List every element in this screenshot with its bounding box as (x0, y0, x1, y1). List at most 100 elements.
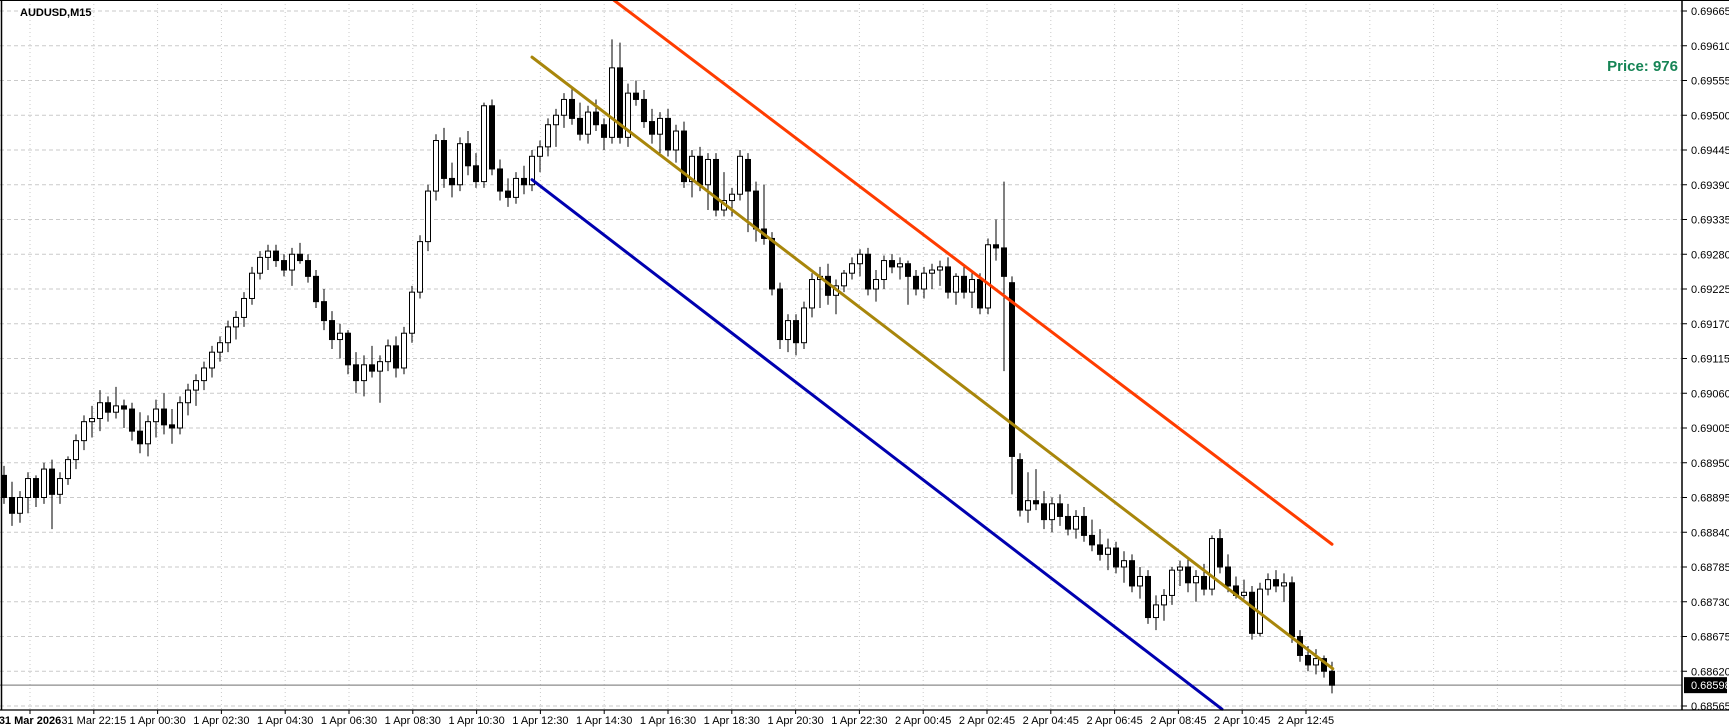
candle-body-bear (305, 260, 311, 277)
candlestick (361, 355, 367, 397)
candlestick (305, 254, 311, 283)
candlestick (1009, 276, 1015, 495)
candlestick (257, 251, 263, 280)
candle-body-bear (393, 345, 399, 369)
candlestick (961, 266, 967, 299)
candle-body-bull (729, 193, 735, 202)
candlestick (817, 266, 823, 308)
candle-body-bear (465, 143, 471, 167)
candlestick (617, 42, 623, 144)
candle-body-bear (1129, 560, 1135, 587)
candle-body-bull (609, 67, 615, 138)
price-axis[interactable]: 0.69665 0.69610 0.69555 0.69500 0.69445 0.693… (1682, 6, 1729, 713)
candle-body-bear (753, 190, 759, 230)
candle-body-bear (777, 288, 783, 341)
candle-body-bear (977, 279, 983, 309)
candlestick (1065, 503, 1071, 536)
candlestick (1113, 541, 1119, 574)
candle-body-bear (345, 332, 351, 366)
price-axis-label: 0.69555 (1691, 76, 1729, 88)
candle-body-bear (601, 124, 607, 138)
candle-body-bull (1209, 538, 1215, 590)
time-axis-label: 1 Apr 18:30 (704, 715, 760, 727)
trendline-upper-red[interactable] (612, 0, 1334, 546)
candle-body-bull (1025, 500, 1031, 511)
time-axis-label: 2 Apr 02:45 (959, 715, 1015, 727)
symbol-timeframe-label: AUDUSD,M15 (20, 7, 92, 19)
candle-body-bear (961, 275, 967, 293)
candle-body-bear (945, 266, 951, 293)
time-axis-label: 1 Apr 20:30 (767, 715, 823, 727)
candlestick (465, 131, 471, 176)
candle-body-bear (1089, 534, 1095, 546)
candle-body-bear (313, 275, 319, 303)
candlestick (1185, 557, 1191, 593)
candle-body-bull (545, 124, 551, 148)
candle-body-bull (537, 146, 543, 157)
candlestick (73, 434, 79, 470)
candle-body-bear (1217, 538, 1223, 568)
candlestick (1257, 582, 1263, 637)
candlestick (1169, 567, 1175, 605)
candle-body-bull (841, 272, 847, 287)
candle-body-bull (969, 279, 975, 293)
price-axis-label: 0.69225 (1691, 284, 1729, 296)
candlestick (577, 102, 583, 141)
price-axis-label: 0.69390 (1691, 180, 1729, 192)
candle-body-bear (473, 165, 479, 183)
candle-body-bull (881, 260, 887, 281)
price-axis-label: 0.68785 (1691, 562, 1729, 574)
candlestick (345, 330, 351, 375)
candlestick (481, 102, 487, 188)
candlestick (9, 481, 15, 526)
candlestick (353, 352, 359, 394)
candlestick (425, 184, 431, 252)
candlestick (113, 386, 119, 419)
candle-body-bear (489, 105, 495, 170)
candle-body-bull (585, 111, 591, 135)
candle-body-bear (697, 155, 703, 186)
candlestick (745, 153, 751, 233)
trendline-middle-olive[interactable] (530, 55, 1335, 671)
candlestick (1225, 554, 1231, 593)
time-axis-label: 1 Apr 14:30 (576, 715, 632, 727)
candle-body-bull (625, 92, 631, 138)
time-axis[interactable]: 31 Mar 2026 31 Mar 22:15 1 Apr 00:30 1 Apr … (0, 710, 1334, 727)
candlestick (329, 311, 335, 350)
candle-body-bull (225, 326, 231, 344)
candle-body-bull (385, 345, 391, 363)
candle-body-bull (233, 316, 239, 328)
candle-body-bull (513, 177, 519, 198)
candle-body-bull (1073, 515, 1079, 530)
candlestick (1033, 469, 1039, 511)
candle-body-bear (1017, 459, 1023, 511)
chart-frame (0, 0, 1729, 711)
candlestick (849, 257, 855, 280)
candle-body-bull (193, 380, 199, 391)
candle-body-bear (913, 275, 919, 290)
candle-body-bear (161, 408, 167, 426)
candlestick (873, 270, 879, 302)
trendlines[interactable] (530, 0, 1335, 711)
price-axis-label: 0.68565 (1691, 701, 1729, 713)
candle-body-bear (449, 177, 455, 186)
candlestick (705, 153, 711, 211)
candlestick (905, 260, 911, 305)
candle-body-bear (1001, 247, 1007, 277)
candlestick (993, 219, 999, 261)
candle-body-bear (9, 497, 15, 514)
candlestick (897, 257, 903, 280)
trendline-lower-blue[interactable] (530, 178, 1224, 711)
time-axis-label: 1 Apr 22:30 (831, 715, 887, 727)
candlestick (33, 475, 39, 507)
candlestick (401, 326, 407, 375)
candle-body-bear (329, 320, 335, 341)
candlestick (81, 415, 87, 451)
candle-body-bull (1153, 604, 1159, 619)
candle-body-bull (1169, 569, 1175, 596)
candlestick (281, 254, 287, 277)
candlestick (289, 247, 295, 286)
candlestick (377, 355, 383, 403)
price-axis-label: 0.69445 (1691, 145, 1729, 157)
